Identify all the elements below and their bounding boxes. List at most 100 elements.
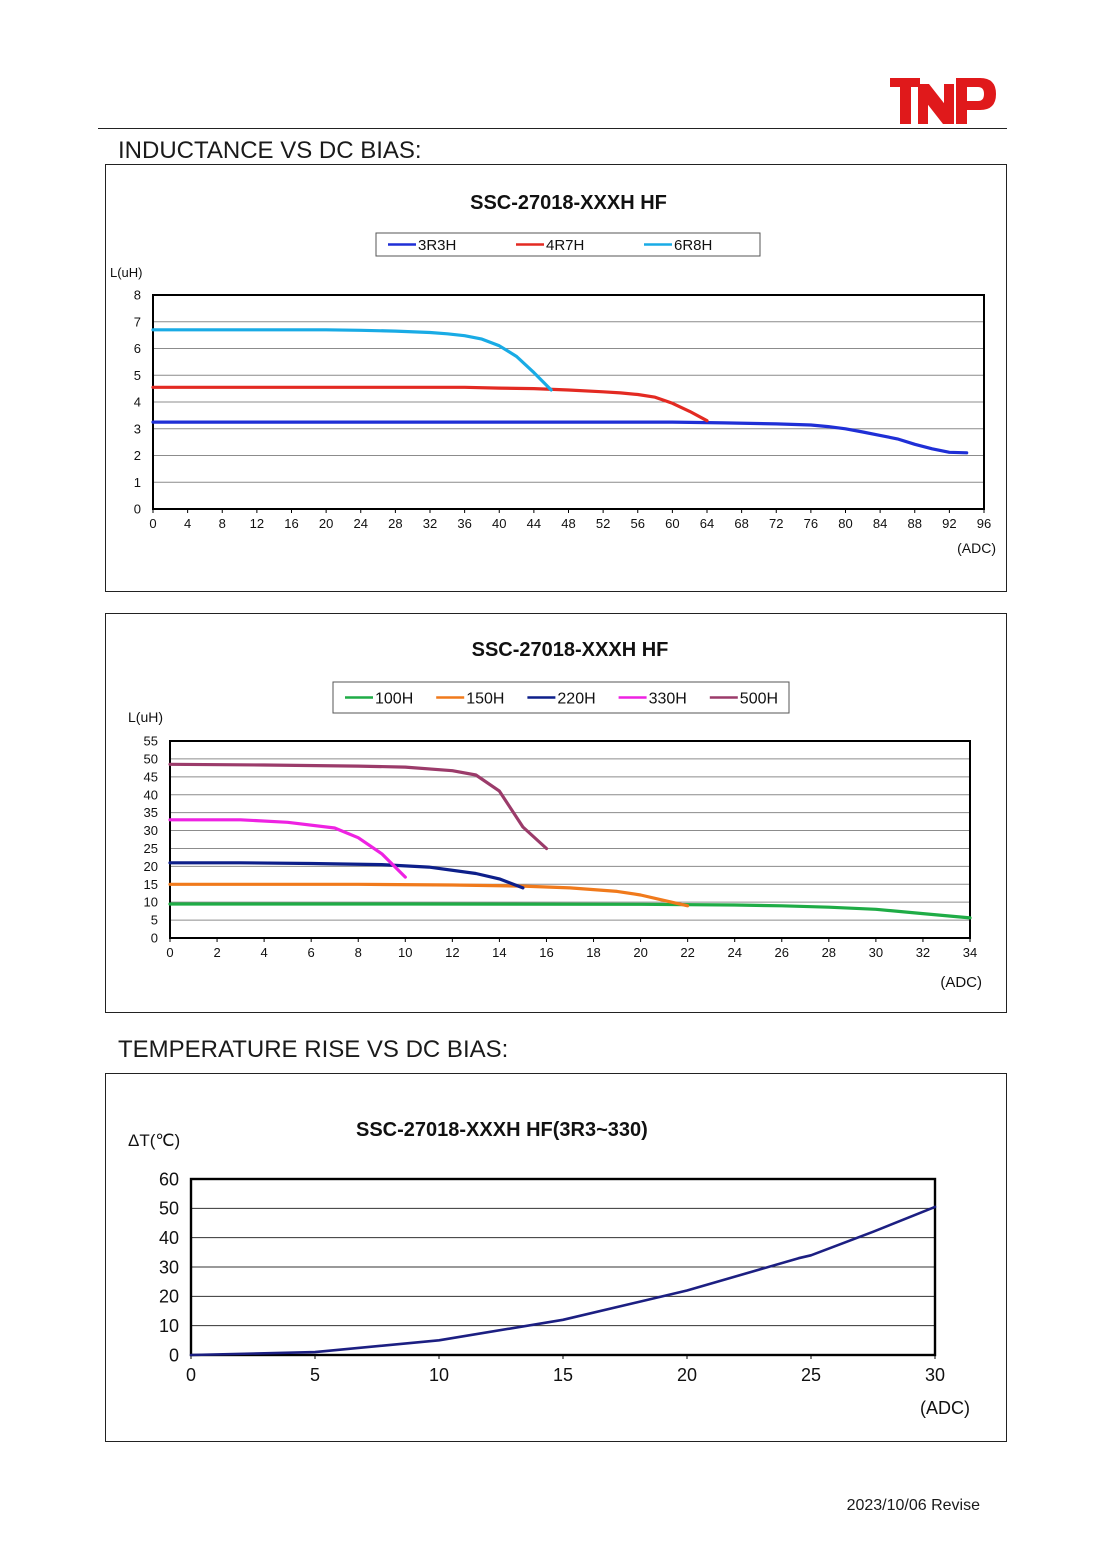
y-tick-label: 15 bbox=[144, 877, 158, 892]
chart-title: SSC-27018-XXXH HF bbox=[470, 192, 667, 214]
y-tick-label: 30 bbox=[159, 1257, 179, 1277]
series-line-330h bbox=[168, 818, 407, 879]
x-tick-label: 0 bbox=[149, 516, 156, 531]
x-tick-label: 80 bbox=[838, 516, 852, 531]
x-tick-label: 16 bbox=[284, 516, 298, 531]
y-tick-label: 7 bbox=[134, 314, 141, 329]
x-tick-label: 8 bbox=[355, 945, 362, 960]
legend-label-100h: 100H bbox=[375, 690, 413, 707]
x-tick-label: 92 bbox=[942, 516, 956, 531]
y-tick-label: 1 bbox=[134, 475, 141, 490]
y-tick-label: 0 bbox=[134, 502, 141, 517]
chart-panel-inductance-low: SSC-27018-XXXH HF 0 1 2 3 4 5 6 7 8 0 4 8 12 16 20 24 28 3… bbox=[105, 164, 1007, 592]
x-tick-label: 30 bbox=[925, 1365, 945, 1385]
x-tick-label: 24 bbox=[727, 945, 741, 960]
legend-label-3r3h: 3R3H bbox=[418, 237, 456, 254]
y-tick-label: 55 bbox=[144, 734, 158, 749]
x-tick-label: 32 bbox=[916, 945, 930, 960]
x-tick-label: 72 bbox=[769, 516, 783, 531]
y-tick-label: 6 bbox=[134, 341, 141, 356]
chart-inductance-100-500: SSC-27018-XXXH HF 0 5 10 15 20 25 30 35 40 45 50 55 0… bbox=[128, 639, 982, 991]
y-tick-label: 20 bbox=[144, 859, 158, 874]
series-line-150h bbox=[168, 882, 690, 908]
y-tick-label: 45 bbox=[144, 769, 158, 784]
section-title-temperature: TEMPERATURE RISE VS DC BIAS: bbox=[118, 1036, 509, 1063]
legend-label-220h: 220H bbox=[557, 690, 595, 707]
y-tick-label: 5 bbox=[151, 913, 158, 928]
x-tick-label: 10 bbox=[429, 1365, 449, 1385]
x-tick-label: 32 bbox=[423, 516, 437, 531]
y-tick-label: 50 bbox=[144, 751, 158, 766]
chart-title: SSC-27018-XXXH HF bbox=[472, 639, 669, 661]
series-line-3r3h bbox=[151, 420, 969, 455]
chart-temperature-rise: SSC-27018-XXXH HF(3R3~330) 0 10 20 30 40 50 60 0… bbox=[128, 1119, 970, 1418]
x-tick-label: 76 bbox=[804, 516, 818, 531]
y-tick-label: 2 bbox=[134, 448, 141, 463]
x-tick-label: 4 bbox=[261, 945, 268, 960]
x-tick-label: 26 bbox=[775, 945, 789, 960]
tnp-logo bbox=[890, 78, 996, 124]
x-tick-label: 24 bbox=[354, 516, 368, 531]
x-axis-label: (ADC) bbox=[957, 540, 996, 556]
y-tick-label: 40 bbox=[159, 1228, 179, 1248]
y-tick-label: 5 bbox=[134, 368, 141, 383]
chart-panel-temperature: SSC-27018-XXXH HF(3R3~330) 0 10 20 30 40 50 60 0… bbox=[105, 1073, 1007, 1442]
x-tick-label: 20 bbox=[677, 1365, 697, 1385]
x-tick-label: 30 bbox=[869, 945, 883, 960]
chart-panel-inductance-high: SSC-27018-XXXH HF 0 5 10 15 20 25 30 35 40 45 50 55 0… bbox=[105, 613, 1007, 1013]
y-tick-label: 10 bbox=[144, 895, 158, 910]
x-tick-label: 20 bbox=[633, 945, 647, 960]
x-axis-label: (ADC) bbox=[940, 974, 982, 991]
legend-label-150h: 150H bbox=[466, 690, 504, 707]
series-line-6r8h bbox=[151, 328, 553, 392]
x-tick-label: 28 bbox=[388, 516, 402, 531]
x-tick-label: 34 bbox=[963, 945, 977, 960]
x-tick-label: 84 bbox=[873, 516, 887, 531]
chart-title: SSC-27018-XXXH HF(3R3~330) bbox=[356, 1119, 648, 1141]
x-tick-label: 6 bbox=[308, 945, 315, 960]
y-tick-label: 10 bbox=[159, 1316, 179, 1336]
y-tick-label: 0 bbox=[169, 1345, 179, 1365]
series-line-temperature bbox=[189, 1205, 937, 1357]
x-tick-label: 10 bbox=[398, 945, 412, 960]
x-tick-label: 12 bbox=[445, 945, 459, 960]
x-tick-label: 25 bbox=[801, 1365, 821, 1385]
x-tick-label: 48 bbox=[561, 516, 575, 531]
x-axis-label: (ADC) bbox=[920, 1398, 970, 1418]
x-tick-label: 12 bbox=[250, 516, 264, 531]
x-tick-label: 0 bbox=[186, 1365, 196, 1385]
revision-date: 2023/10/06 Revise bbox=[846, 1497, 980, 1514]
x-tick-label: 96 bbox=[977, 516, 991, 531]
y-tick-label: 3 bbox=[134, 421, 141, 436]
y-tick-label: 25 bbox=[144, 841, 158, 856]
x-tick-label: 22 bbox=[680, 945, 694, 960]
y-axis-label: L(uH) bbox=[128, 709, 163, 725]
x-tick-label: 16 bbox=[539, 945, 553, 960]
x-tick-label: 40 bbox=[492, 516, 506, 531]
y-tick-label: 35 bbox=[144, 805, 158, 820]
x-tick-label: 0 bbox=[166, 945, 173, 960]
series-line-500h bbox=[168, 762, 549, 851]
x-tick-label: 60 bbox=[665, 516, 679, 531]
x-tick-label: 64 bbox=[700, 516, 714, 531]
plot-area bbox=[169, 740, 971, 939]
x-tick-label: 68 bbox=[734, 516, 748, 531]
x-tick-label: 8 bbox=[219, 516, 226, 531]
legend-label-6r8h: 6R8H bbox=[674, 237, 712, 254]
header-rule bbox=[98, 128, 1007, 129]
y-tick-label: 60 bbox=[159, 1169, 179, 1189]
x-tick-label: 88 bbox=[908, 516, 922, 531]
legend-label-4r7h: 4R7H bbox=[546, 237, 584, 254]
x-tick-label: 20 bbox=[319, 516, 333, 531]
legend-label-500h: 500H bbox=[740, 690, 778, 707]
x-tick-label: 56 bbox=[631, 516, 645, 531]
section-title-inductance: INDUCTANCE VS DC BIAS: bbox=[118, 137, 422, 164]
y-axis-label: ΔT(℃) bbox=[128, 1131, 180, 1150]
y-tick-label: 50 bbox=[159, 1199, 179, 1219]
x-tick-label: 18 bbox=[586, 945, 600, 960]
x-tick-label: 5 bbox=[310, 1365, 320, 1385]
x-tick-label: 52 bbox=[596, 516, 610, 531]
x-tick-label: 4 bbox=[184, 516, 191, 531]
series-line-100h bbox=[168, 902, 972, 920]
